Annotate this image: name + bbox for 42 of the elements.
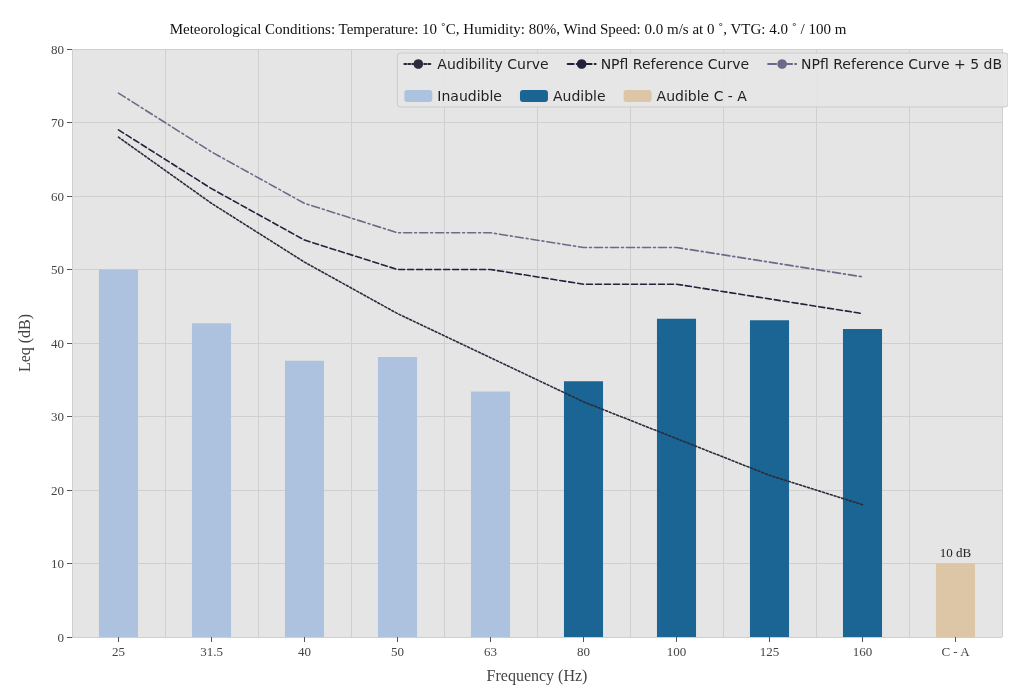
x-tick-label: 50 <box>391 644 404 659</box>
data-label: 10 dB <box>939 544 972 560</box>
bar <box>935 563 976 637</box>
y-tick-label: 20 <box>51 482 64 498</box>
x-tick-label: 160 <box>852 644 873 659</box>
y-axis-title: Leq (dB) <box>15 313 34 373</box>
y-tick-label: 60 <box>51 188 64 204</box>
chart-title: Meteorological Conditions: Temperature: 10 ˚C, Humidity: 80%, Wind Speed: 0.0 m/s at 0 ˚, VTG: 4.0 ˚ / 100 m <box>169 20 847 37</box>
x-tick-label: 80 <box>577 644 590 659</box>
bar <box>191 323 232 637</box>
legend-label: NPfl Reference Curve + 5 dB <box>801 56 1003 72</box>
legend-label: Inaudible <box>437 88 502 104</box>
bar <box>749 320 790 637</box>
x-tick-label: C - A <box>941 644 971 659</box>
y-tick-label: 0 <box>57 629 64 645</box>
x-tick-label: 25 <box>112 644 125 659</box>
bar <box>470 391 511 637</box>
line-series <box>117 136 864 506</box>
y-tick-label: 40 <box>51 335 64 351</box>
x-tick-label: 31.5 <box>200 644 223 659</box>
legend-label: Audible C - A <box>656 88 748 104</box>
legend-label: Audible <box>552 88 606 104</box>
x-tick-label: 125 <box>759 644 780 659</box>
x-tick-label: 40 <box>298 644 311 659</box>
line-series <box>117 129 864 315</box>
bar <box>284 360 325 637</box>
bar <box>563 381 604 637</box>
x-axis-title: Frequency (Hz) <box>486 666 588 685</box>
x-tick-label: 63 <box>484 644 497 659</box>
y-tick-label: 10 <box>51 556 64 571</box>
bar <box>98 269 139 637</box>
legend-label: NPfl Reference Curve <box>600 56 750 72</box>
y-tick-label: 70 <box>51 115 64 130</box>
y-tick-label: 30 <box>51 409 64 424</box>
y-tick-label: 80 <box>51 41 64 57</box>
bar <box>842 329 883 637</box>
legend-label: Audibility Curve <box>437 56 549 72</box>
bar <box>377 356 418 637</box>
line-series <box>117 92 864 278</box>
bar <box>656 318 697 637</box>
y-tick-label: 50 <box>51 262 64 277</box>
x-tick-label: 100 <box>666 644 687 659</box>
